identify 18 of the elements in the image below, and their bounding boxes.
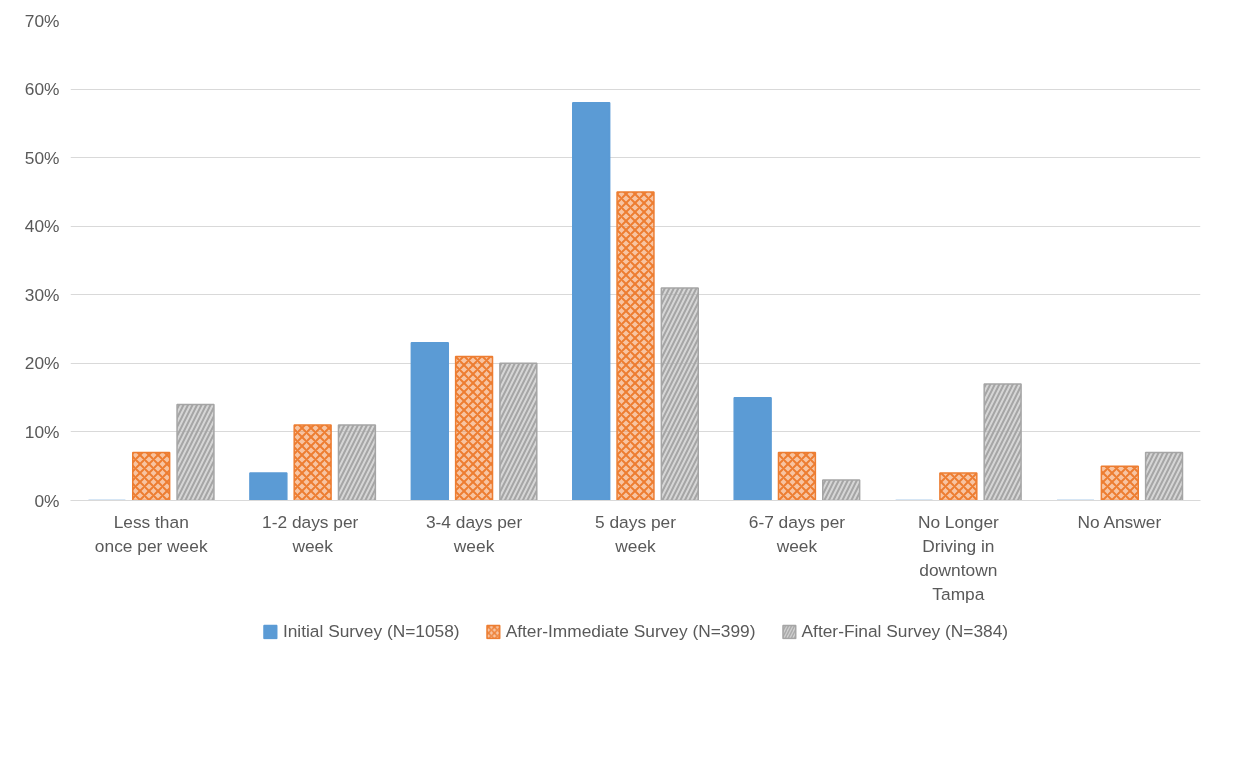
x-tick-label: No Answer xyxy=(1077,511,1162,532)
x-tick-label: 1-2 days per week xyxy=(262,511,359,556)
x-tick-label: 5 days per week xyxy=(595,511,677,556)
x-tick-label: 3-4 days per week xyxy=(425,511,523,556)
legend-label: After-Final Survey (N=384) xyxy=(801,620,1009,642)
x-tick-label: 6-7 days per week xyxy=(748,511,846,556)
x-tick-label: Less than once per week xyxy=(94,511,208,556)
x-tick-label: No Longer Driving in downtown Tampa xyxy=(917,511,1000,604)
y-tick-label: 50% xyxy=(24,147,60,168)
y-tick-label: 60% xyxy=(24,79,60,100)
y-tick-label: 70% xyxy=(24,10,60,31)
y-tick-label: 10% xyxy=(24,421,60,442)
y-tick-label: 30% xyxy=(24,284,60,305)
y-tick-label: 20% xyxy=(24,353,60,374)
legend-label: Initial Survey (N=1058) xyxy=(282,620,460,642)
y-tick-label: 40% xyxy=(24,216,60,237)
y-tick-label: 0% xyxy=(34,490,60,511)
legend-label: After-Immediate Survey (N=399) xyxy=(505,620,756,642)
